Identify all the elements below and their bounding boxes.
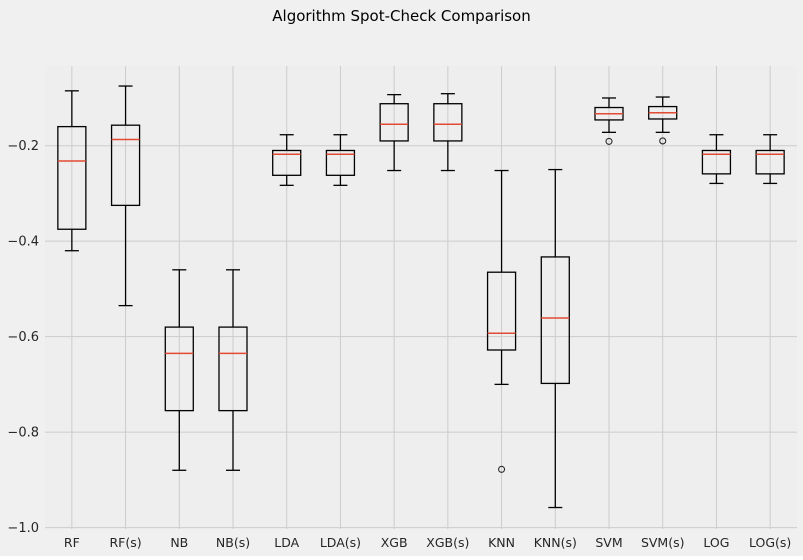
outlier-marker xyxy=(605,137,613,145)
box-LDA(s) xyxy=(325,134,356,186)
outlier-marker xyxy=(659,137,667,145)
x-tick-label: RF xyxy=(64,535,80,550)
box-NB(s) xyxy=(218,269,248,471)
box-LOG xyxy=(701,134,732,185)
box-LOG(s) xyxy=(755,134,785,185)
y-tick-label: −0.6 xyxy=(7,330,39,345)
y-tick-label: −0.8 xyxy=(7,426,39,441)
iqr-box xyxy=(755,149,785,175)
box-RF xyxy=(57,90,87,252)
x-tick-label: NB(s) xyxy=(216,535,250,550)
iqr-box xyxy=(164,326,194,412)
box-LDA xyxy=(272,134,302,186)
box-KNN xyxy=(486,169,517,473)
x-tick-label: SVM(s) xyxy=(641,535,685,550)
iqr-box xyxy=(486,271,517,351)
x-tick-label: NB xyxy=(170,535,188,550)
axes-background xyxy=(45,66,797,529)
x-tick-label: XGB xyxy=(381,535,408,550)
box-XGB xyxy=(379,93,409,172)
box-SVM xyxy=(594,97,624,145)
chart-title: Algorithm Spot-Check Comparison xyxy=(272,7,531,25)
x-tick-label: KNN xyxy=(488,535,515,550)
box-XGB(s) xyxy=(433,93,463,172)
y-tick-label: −1.0 xyxy=(7,521,39,536)
x-tick-label: RF(s) xyxy=(109,535,141,550)
y-tick-label: −0.2 xyxy=(7,139,39,154)
box-KNN(s) xyxy=(540,168,570,509)
box-SVM(s) xyxy=(648,96,678,145)
box-RF(s) xyxy=(110,85,141,307)
x-tick-label: SVM xyxy=(595,535,622,550)
iqr-box xyxy=(540,256,570,385)
x-tick-label: LDA xyxy=(274,535,299,550)
iqr-box xyxy=(218,326,248,412)
outlier-marker xyxy=(498,465,506,473)
x-tick-label: LDA(s) xyxy=(320,535,361,550)
iqr-box xyxy=(701,149,732,175)
x-tick-label: KNN(s) xyxy=(534,535,577,550)
iqr-box xyxy=(379,103,409,142)
iqr-box xyxy=(325,149,356,176)
y-tick-label: −0.4 xyxy=(7,235,39,250)
box-NB xyxy=(164,269,194,471)
iqr-box xyxy=(433,103,463,142)
iqr-box xyxy=(272,149,302,176)
x-tick-label: XGB(s) xyxy=(426,535,469,550)
iqr-box xyxy=(110,124,141,207)
x-tick-label: LOG xyxy=(703,535,729,550)
x-tick-label: LOG(s) xyxy=(749,535,791,550)
iqr-box xyxy=(57,125,87,230)
